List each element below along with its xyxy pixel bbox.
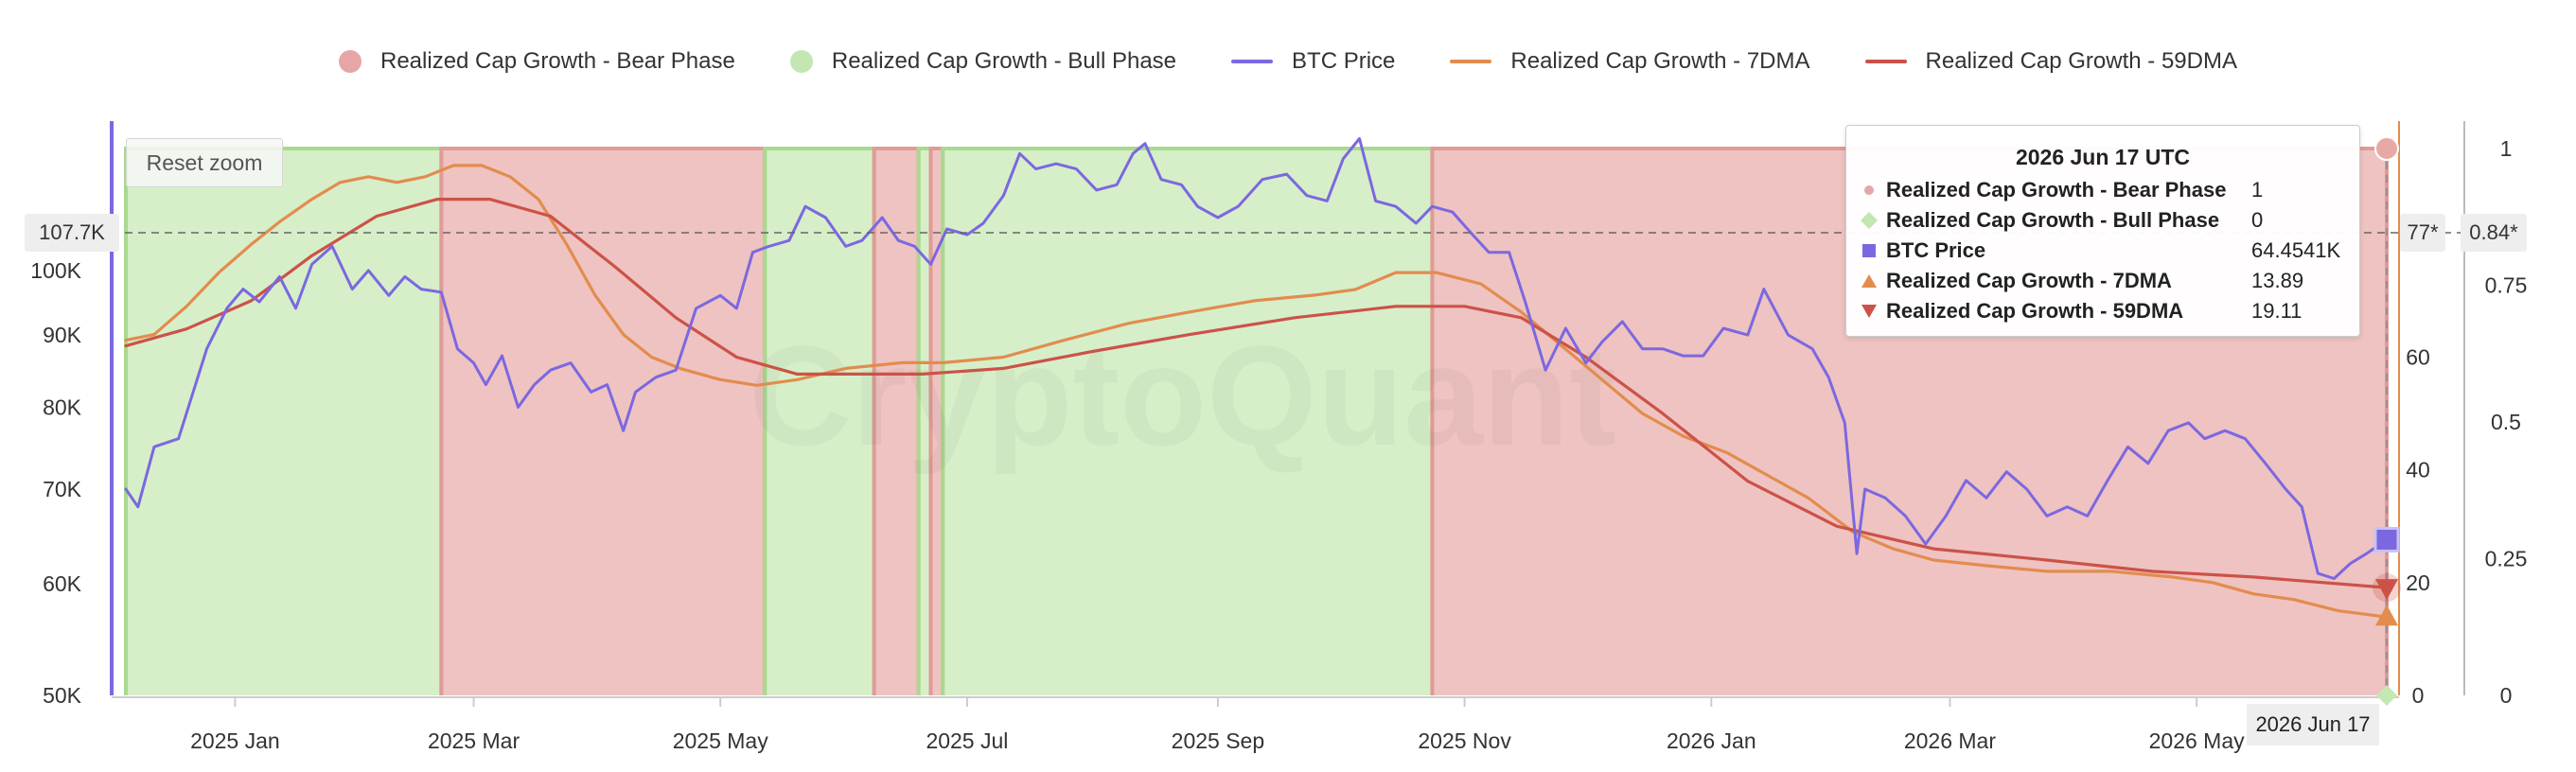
y-right-tick-label: 0.25 bbox=[2485, 547, 2528, 571]
tooltip-row-btc: BTC Price 64.4541K bbox=[1860, 237, 2340, 264]
legend-symbol-7dma bbox=[1450, 60, 1492, 63]
x-tick-label: 2025 Nov bbox=[1418, 728, 1511, 753]
y-mid-tick-label: 40 bbox=[2406, 458, 2430, 482]
legend-label: BTC Price bbox=[1292, 48, 1396, 74]
y-right-tick-label: 1 bbox=[2500, 136, 2513, 161]
marker-bear-phase bbox=[2374, 136, 2399, 161]
y-left-tick-label: 100K bbox=[30, 258, 81, 283]
tooltip-series-value: 1 bbox=[2251, 178, 2264, 202]
triangle-up-icon bbox=[1860, 272, 1879, 290]
tooltip-row-bull: Realized Cap Growth - Bull Phase 0 bbox=[1860, 207, 2263, 234]
x-tick-label: 2025 Jan bbox=[190, 728, 280, 753]
x-tick-label: 2025 May bbox=[673, 728, 769, 753]
legend-item-bear-phase[interactable]: Realized Cap Growth - Bear Phase bbox=[339, 48, 735, 75]
legend-label: Realized Cap Growth - 7DMA bbox=[1510, 48, 1810, 74]
marker-btc-price bbox=[2373, 526, 2400, 553]
y-left-tick-label: 80K bbox=[43, 395, 82, 419]
x-tick-label: 2025 Mar bbox=[428, 728, 520, 753]
legend-item-7dma[interactable]: Realized Cap Growth - 7DMA bbox=[1450, 48, 1810, 75]
series-line-btc-price bbox=[124, 137, 2389, 580]
legend-symbol-btc bbox=[1231, 60, 1274, 63]
legend: Realized Cap Growth - Bear Phase Realize… bbox=[0, 38, 2576, 85]
axes: 2025 Jan 2025 Mar 2025 May 2025 Jul 2025 Sep… bbox=[30, 121, 2527, 753]
tooltip-row-bear: Realized Cap Growth - Bear Phase 1 bbox=[1860, 177, 2263, 203]
tooltip-series-value: 19.11 bbox=[2251, 299, 2303, 323]
x-tick-label: 2026 May bbox=[2149, 728, 2246, 753]
bull-phase-band bbox=[943, 149, 1433, 695]
y-mid-tick-label: 60 bbox=[2406, 344, 2430, 369]
marker-7dma bbox=[2375, 605, 2398, 626]
tooltip: 2026 Jun 17 UTC Realized Cap Growth - Be… bbox=[1845, 125, 2360, 337]
bear-phase-band bbox=[441, 149, 766, 695]
legend-symbol-bull bbox=[789, 50, 813, 73]
tooltip-series-name: Realized Cap Growth - 7DMA bbox=[1886, 269, 2172, 292]
tooltip-row-7dma: Realized Cap Growth - 7DMA 13.89 bbox=[1860, 268, 2303, 294]
y-left-tick-label: 50K bbox=[43, 683, 82, 708]
y-left-tick-label: 60K bbox=[43, 571, 82, 596]
tooltip-series-name: BTC Price bbox=[1886, 238, 1986, 262]
y-mid-tick-label: 0 bbox=[2412, 683, 2425, 708]
tooltip-series-value: 64.4541K bbox=[2251, 238, 2341, 262]
bear-phase-band bbox=[930, 149, 944, 695]
x-tick-label: 2026 Mar bbox=[1904, 728, 1997, 753]
circle-icon bbox=[1860, 184, 1879, 197]
hover-markers bbox=[2373, 136, 2401, 706]
tooltip-series-name: Realized Cap Growth - 59DMA bbox=[1886, 299, 2184, 323]
legend-symbol-bear bbox=[339, 50, 362, 73]
tooltip-series-value: 13.89 bbox=[2251, 269, 2304, 292]
triangle-down-icon bbox=[1860, 303, 1879, 320]
reset-zoom-button[interactable]: Reset zoom bbox=[126, 138, 283, 187]
legend-label: Realized Cap Growth - 59DMA bbox=[1925, 48, 2237, 74]
y-right-tick-label: 0.5 bbox=[2491, 410, 2521, 434]
legend-symbol-59dma bbox=[1864, 60, 1907, 63]
x-tick-label: 2026 Jan bbox=[1667, 728, 1756, 753]
y-right-tick-label: 0 bbox=[2500, 683, 2513, 708]
crosshair-date-label: 2026 Jun 17 bbox=[2247, 704, 2379, 746]
marker-59dma bbox=[2375, 579, 2398, 601]
legend-item-btc-price[interactable]: BTC Price bbox=[1231, 48, 1395, 75]
legend-label: Realized Cap Growth - Bear Phase bbox=[380, 48, 735, 74]
crosshair-price-label: 107.7K bbox=[25, 214, 119, 252]
y-left-tick-label: 70K bbox=[43, 477, 82, 501]
y-left-tick-label: 90K bbox=[43, 323, 82, 347]
bull-phase-band bbox=[765, 149, 874, 695]
x-tick-label: 2025 Sep bbox=[1172, 728, 1264, 753]
tooltip-series-name: Realized Cap Growth - Bull Phase bbox=[1886, 208, 2220, 232]
y-right-tick-label: 0.75 bbox=[2485, 273, 2528, 298]
series-lines bbox=[124, 137, 2389, 619]
bull-phase-band bbox=[918, 149, 931, 695]
bull-phase-band bbox=[126, 149, 442, 695]
y-mid-tick-label: 20 bbox=[2406, 570, 2430, 595]
tooltip-series-name: Realized Cap Growth - Bear Phase bbox=[1886, 178, 2227, 202]
tooltip-series-value: 0 bbox=[2251, 208, 2264, 232]
tooltip-title: 2026 Jun 17 UTC bbox=[2015, 145, 2191, 169]
crosshair bbox=[112, 149, 2464, 695]
legend-item-bull-phase[interactable]: Realized Cap Growth - Bull Phase bbox=[789, 48, 1177, 75]
x-tick-label: 2025 Jul bbox=[926, 728, 1008, 753]
tooltip-row-59dma: Realized Cap Growth - 59DMA 19.11 bbox=[1860, 298, 2302, 325]
series-line-realized-cap-growth-59dma bbox=[124, 198, 2389, 589]
watermark: CryptoQuant bbox=[750, 316, 1617, 475]
diamond-icon bbox=[1860, 211, 1879, 230]
marker-bull-phase bbox=[2376, 685, 2397, 706]
legend-item-59dma[interactable]: Realized Cap Growth - 59DMA bbox=[1864, 48, 2237, 75]
legend-label: Realized Cap Growth - Bull Phase bbox=[831, 48, 1177, 74]
series-line-realized-cap-growth-7dma bbox=[124, 164, 2389, 619]
crosshair-mid-axis-label: 77* bbox=[2400, 214, 2445, 252]
square-icon bbox=[1860, 242, 1879, 259]
crosshair-right-axis-label: 0.84* bbox=[2461, 214, 2527, 252]
